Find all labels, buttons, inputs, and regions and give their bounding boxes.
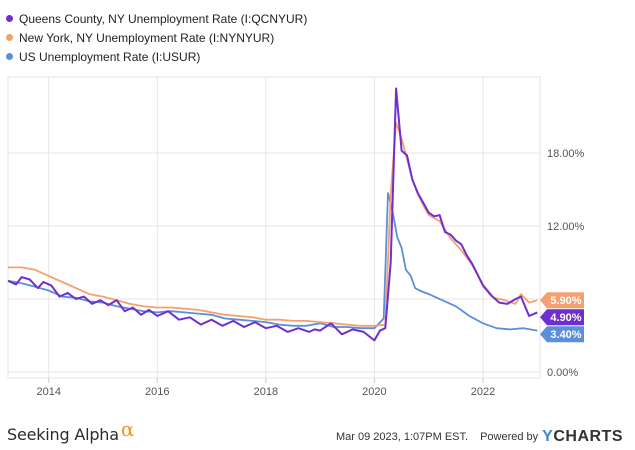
badge-label: 5.90% bbox=[550, 295, 581, 307]
last-value-badge-us: 3.40% bbox=[540, 326, 584, 343]
seeking-alpha-logo[interactable]: Seeking Alpha α bbox=[7, 417, 134, 445]
ycharts-logo[interactable]: YCHARTS bbox=[542, 428, 623, 446]
badge-shape bbox=[540, 309, 584, 326]
last-value-badge-queens: 4.90% bbox=[540, 309, 584, 326]
alpha-symbol: α bbox=[120, 417, 135, 441]
badge-shape bbox=[540, 326, 584, 343]
legend-dot-us bbox=[6, 53, 13, 60]
x-tick-label: 2016 bbox=[145, 386, 169, 398]
powered-by-label: Powered by bbox=[480, 431, 539, 443]
legend: Queens County, NY Unemployment Rate (I:Q… bbox=[6, 9, 307, 66]
badge-label: 3.40% bbox=[550, 329, 581, 341]
x-tick-label: 2018 bbox=[254, 386, 278, 398]
plot-area-border bbox=[7, 76, 541, 379]
x-axis-ticks: 2014 2016 2018 2020 2022 bbox=[36, 378, 495, 398]
series-line-queens bbox=[7, 87, 538, 342]
gridlines bbox=[8, 77, 540, 378]
legend-item-newyork[interactable]: New York, NY Unemployment Rate (I:NYNYUR… bbox=[6, 28, 307, 47]
last-value-badges: 5.90% 4.90% 3.40% bbox=[540, 292, 584, 343]
legend-label-us: US Unemployment Rate (I:USUR) bbox=[19, 49, 201, 64]
y-tick-label: 12.00% bbox=[547, 221, 585, 233]
legend-label-queens: Queens County, NY Unemployment Rate (I:Q… bbox=[19, 11, 308, 26]
legend-dot-queens bbox=[6, 15, 13, 22]
ycharts-logo-rest: CHARTS bbox=[553, 428, 623, 445]
footer-credits: Mar 09 2023, 1:07PM EST. Powered by YCHA… bbox=[336, 428, 623, 446]
legend-item-queens[interactable]: Queens County, NY Unemployment Rate (I:Q… bbox=[6, 9, 307, 28]
series-lines bbox=[7, 87, 538, 342]
badge-label: 4.90% bbox=[550, 312, 581, 324]
last-value-badge-newyork: 5.90% bbox=[540, 292, 584, 309]
y-axis-ticks: 0.00%6.00%12.00%18.00% bbox=[547, 148, 585, 379]
legend-item-us[interactable]: US Unemployment Rate (I:USUR) bbox=[6, 47, 307, 66]
timestamp: Mar 09 2023, 1:07PM EST. bbox=[335, 431, 469, 443]
x-tick-label: 2022 bbox=[471, 386, 495, 398]
legend-dot-newyork bbox=[6, 34, 13, 41]
y-tick-label: 18.00% bbox=[547, 148, 585, 160]
logo-text: Seeking Alpha bbox=[7, 425, 119, 444]
x-tick-label: 2014 bbox=[36, 386, 60, 398]
x-tick-label: 2020 bbox=[362, 386, 386, 398]
badge-shape bbox=[540, 292, 584, 309]
series-line-newyork bbox=[8, 121, 538, 327]
y-tick-label: 0.00% bbox=[547, 367, 578, 379]
series-line-us bbox=[7, 192, 538, 332]
legend-label-newyork: New York, NY Unemployment Rate (I:NYNYUR… bbox=[19, 30, 275, 45]
ycharts-logo-y: Y bbox=[542, 428, 554, 445]
